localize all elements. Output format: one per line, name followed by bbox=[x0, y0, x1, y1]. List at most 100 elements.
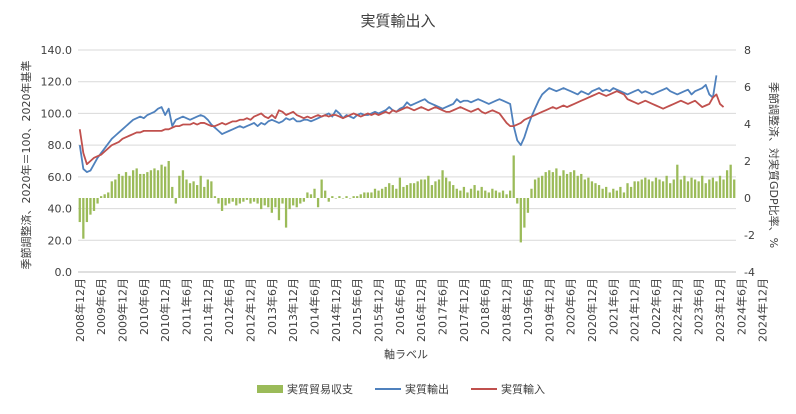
bar bbox=[715, 181, 718, 198]
bar bbox=[263, 198, 266, 206]
bar bbox=[363, 192, 366, 198]
bar bbox=[231, 198, 234, 202]
bar bbox=[466, 192, 469, 198]
bar bbox=[352, 196, 355, 198]
bar bbox=[544, 172, 547, 198]
x-tick-label: 2015年6月 bbox=[350, 278, 364, 335]
x-tick-label: 2019年6月 bbox=[521, 278, 535, 335]
bar bbox=[402, 186, 405, 198]
bar bbox=[220, 198, 224, 211]
bar bbox=[718, 175, 722, 198]
bar bbox=[619, 186, 622, 198]
bar bbox=[409, 183, 412, 198]
bar bbox=[121, 175, 124, 198]
bar bbox=[192, 181, 195, 198]
x-tick-label: 2022年6月 bbox=[649, 278, 663, 335]
bar bbox=[114, 179, 117, 198]
x-tick-label: 2018年6月 bbox=[478, 278, 492, 335]
bar bbox=[110, 181, 113, 198]
bar bbox=[281, 198, 284, 204]
bar bbox=[85, 198, 89, 223]
bar bbox=[324, 190, 327, 198]
bar bbox=[622, 192, 626, 198]
bar bbox=[149, 170, 153, 198]
bar bbox=[452, 185, 455, 198]
bar bbox=[455, 188, 458, 198]
x-tick-label: 2009年6月 bbox=[94, 278, 108, 335]
bar bbox=[537, 177, 540, 198]
line-series bbox=[78, 75, 725, 173]
bar bbox=[348, 198, 352, 199]
y-left-tick-label: 60.0 bbox=[48, 171, 73, 184]
bar bbox=[206, 179, 209, 198]
bar bbox=[370, 192, 373, 198]
bar bbox=[558, 175, 562, 198]
x-tick-label: 2018年12月 bbox=[500, 278, 514, 342]
bar bbox=[302, 198, 305, 202]
bar bbox=[519, 198, 522, 243]
bar bbox=[103, 194, 106, 198]
axes: 0.0 20.0 40.0 60.0 80.0 100.0 120.0 140.0 -4 -2 0 2… bbox=[41, 44, 770, 342]
bar bbox=[725, 170, 729, 198]
bar bbox=[679, 179, 683, 198]
x-tick-label: 2019年12月 bbox=[542, 278, 556, 342]
bar bbox=[448, 181, 451, 198]
bar bbox=[391, 185, 394, 198]
bar bbox=[160, 164, 163, 198]
bar bbox=[516, 198, 519, 204]
legend-swatch-bar bbox=[257, 385, 283, 393]
bar bbox=[252, 198, 256, 202]
x-tick-label: 2010年6月 bbox=[137, 278, 151, 335]
bar bbox=[320, 179, 323, 198]
x-tick-label: 2020年12月 bbox=[585, 278, 599, 342]
bar bbox=[573, 170, 576, 198]
bar bbox=[238, 198, 241, 204]
x-tick-label: 2017年6月 bbox=[436, 278, 450, 335]
y-axis-right-title: 季節調整済、対実質GDP比率、% bbox=[767, 82, 781, 248]
bar bbox=[434, 181, 437, 198]
bar bbox=[267, 198, 270, 208]
bar bbox=[309, 194, 313, 198]
bar bbox=[188, 183, 192, 198]
bar bbox=[92, 198, 96, 211]
bar bbox=[99, 196, 103, 198]
x-tick-label: 2021年6月 bbox=[606, 278, 620, 335]
bar bbox=[487, 192, 490, 198]
bar bbox=[676, 164, 679, 198]
x-tick-label: 2013年12月 bbox=[286, 278, 300, 342]
x-tick-label: 2016年6月 bbox=[393, 278, 407, 335]
bar bbox=[249, 198, 252, 204]
bar bbox=[107, 192, 110, 198]
bar bbox=[171, 186, 174, 198]
bar bbox=[555, 168, 558, 198]
bar bbox=[405, 185, 409, 198]
bar bbox=[701, 175, 704, 198]
x-tick-label: 2023年6月 bbox=[692, 278, 706, 335]
y-left-tick-label: 100.0 bbox=[41, 107, 73, 120]
bar bbox=[576, 175, 579, 198]
bar bbox=[637, 181, 640, 198]
bar bbox=[612, 188, 615, 198]
bar bbox=[395, 188, 398, 198]
bar bbox=[605, 186, 608, 198]
bar bbox=[476, 190, 480, 198]
bar bbox=[693, 179, 697, 198]
bar bbox=[526, 198, 530, 213]
bar bbox=[146, 172, 149, 198]
bar bbox=[633, 181, 636, 198]
y-right-tick-label: -2 bbox=[744, 229, 755, 242]
bar bbox=[128, 175, 131, 198]
bar bbox=[373, 188, 377, 198]
bar bbox=[597, 185, 601, 198]
chart-title: 実質輸出入 bbox=[360, 12, 435, 30]
bar bbox=[608, 192, 611, 198]
y-left-tick-label: 120.0 bbox=[41, 76, 73, 89]
bar bbox=[124, 172, 128, 198]
bar bbox=[551, 172, 554, 198]
x-tick-label: 2011年6月 bbox=[180, 278, 194, 335]
bar bbox=[242, 198, 245, 202]
bar bbox=[131, 170, 135, 198]
bar bbox=[569, 172, 572, 198]
bar bbox=[615, 190, 618, 198]
bar bbox=[156, 170, 160, 198]
